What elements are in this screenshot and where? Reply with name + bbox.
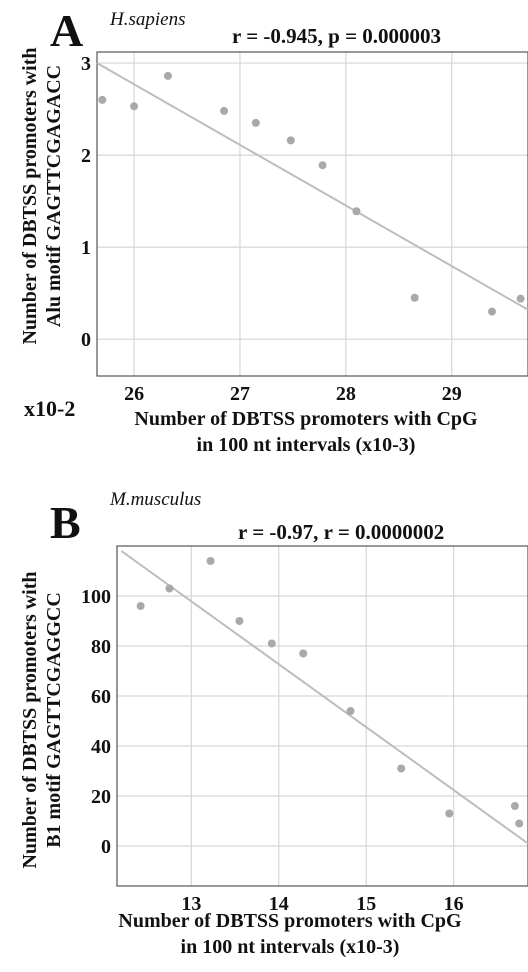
plot-area bbox=[97, 52, 528, 376]
data-point bbox=[299, 649, 308, 658]
data-point bbox=[206, 557, 215, 565]
panel-a: A H.sapiens r = -0.945, p = 0.000003 Num… bbox=[19, 5, 528, 458]
data-point bbox=[163, 71, 172, 80]
data-point bbox=[515, 819, 524, 828]
y-tick-label: 0 bbox=[81, 329, 91, 351]
panel-letter: B bbox=[50, 497, 81, 548]
plot-frame bbox=[116, 545, 528, 887]
x-axis-label-line-2: in 100 nt intervals (x10-3) bbox=[180, 936, 400, 958]
data-point bbox=[286, 136, 295, 145]
y-tick-label: 0 bbox=[101, 836, 111, 858]
y-tick-label: 60 bbox=[91, 686, 111, 708]
x-axis-label-line-1: Number of DBTSS promoters with CpG bbox=[134, 408, 478, 430]
x-axis-label-line-1: Number of DBTSS promoters with CpG bbox=[118, 910, 462, 932]
data-point bbox=[397, 764, 406, 773]
data-point bbox=[318, 161, 327, 170]
species-label: M.musculus bbox=[110, 489, 202, 510]
data-point bbox=[220, 106, 229, 115]
panel-letter: A bbox=[50, 5, 84, 56]
y-tick-label: 1 bbox=[81, 237, 91, 259]
x-tick-label: 26 bbox=[124, 383, 144, 405]
data-point bbox=[410, 293, 419, 302]
stats-label: r = -0.97, r = 0.0000002 bbox=[238, 520, 445, 544]
stats-label: r = -0.945, p = 0.000003 bbox=[232, 24, 442, 48]
data-point bbox=[136, 602, 145, 610]
x-tick-label: 27 bbox=[230, 383, 250, 405]
data-point bbox=[516, 294, 525, 303]
data-point bbox=[235, 617, 244, 625]
data-point bbox=[346, 707, 355, 715]
data-point bbox=[352, 207, 361, 216]
scatter-plot-b: 13 14 15 16 0 20 40 60 80 100 bbox=[81, 545, 528, 915]
x-multiplier-label: x10-2 bbox=[24, 396, 76, 421]
scatter-plot-a: 26 27 28 29 0 1 2 3 bbox=[81, 51, 528, 405]
data-point bbox=[487, 307, 496, 316]
data-point bbox=[510, 802, 519, 810]
data-point bbox=[130, 102, 139, 111]
plot-frame bbox=[96, 51, 528, 377]
data-point bbox=[165, 584, 174, 593]
trend-line bbox=[120, 550, 528, 845]
x-tick-label: 15 bbox=[356, 893, 376, 915]
x-axis-label: Number of DBTSS promoters with CpG in 10… bbox=[70, 908, 510, 960]
y-tick-label: 100 bbox=[81, 586, 111, 608]
x-tick-label: 13 bbox=[181, 893, 201, 915]
x-tick-label: 16 bbox=[444, 893, 464, 915]
x-tick-label: 28 bbox=[336, 383, 356, 405]
y-tick-label: 3 bbox=[81, 53, 91, 75]
y-tick-label: 2 bbox=[81, 145, 91, 167]
data-point bbox=[98, 95, 107, 104]
y-tick-label: 80 bbox=[91, 636, 111, 658]
x-axis-label: Number of DBTSS promoters with CpG in 10… bbox=[96, 406, 516, 458]
trend-line bbox=[96, 62, 528, 311]
panel-b: B M.musculus r = -0.97, r = 0.0000002 Nu… bbox=[0, 486, 528, 972]
data-point bbox=[251, 118, 260, 127]
y-tick-label: 20 bbox=[91, 786, 111, 808]
x-tick-label: 14 bbox=[269, 893, 289, 915]
x-tick-label: 29 bbox=[442, 383, 462, 405]
species-label: H.sapiens bbox=[110, 9, 186, 30]
data-point bbox=[445, 809, 454, 818]
x-axis-label-line-2: in 100 nt intervals (x10-3) bbox=[196, 434, 416, 456]
y-tick-label: 40 bbox=[91, 736, 111, 758]
plot-area bbox=[117, 546, 528, 886]
data-point bbox=[267, 639, 276, 648]
